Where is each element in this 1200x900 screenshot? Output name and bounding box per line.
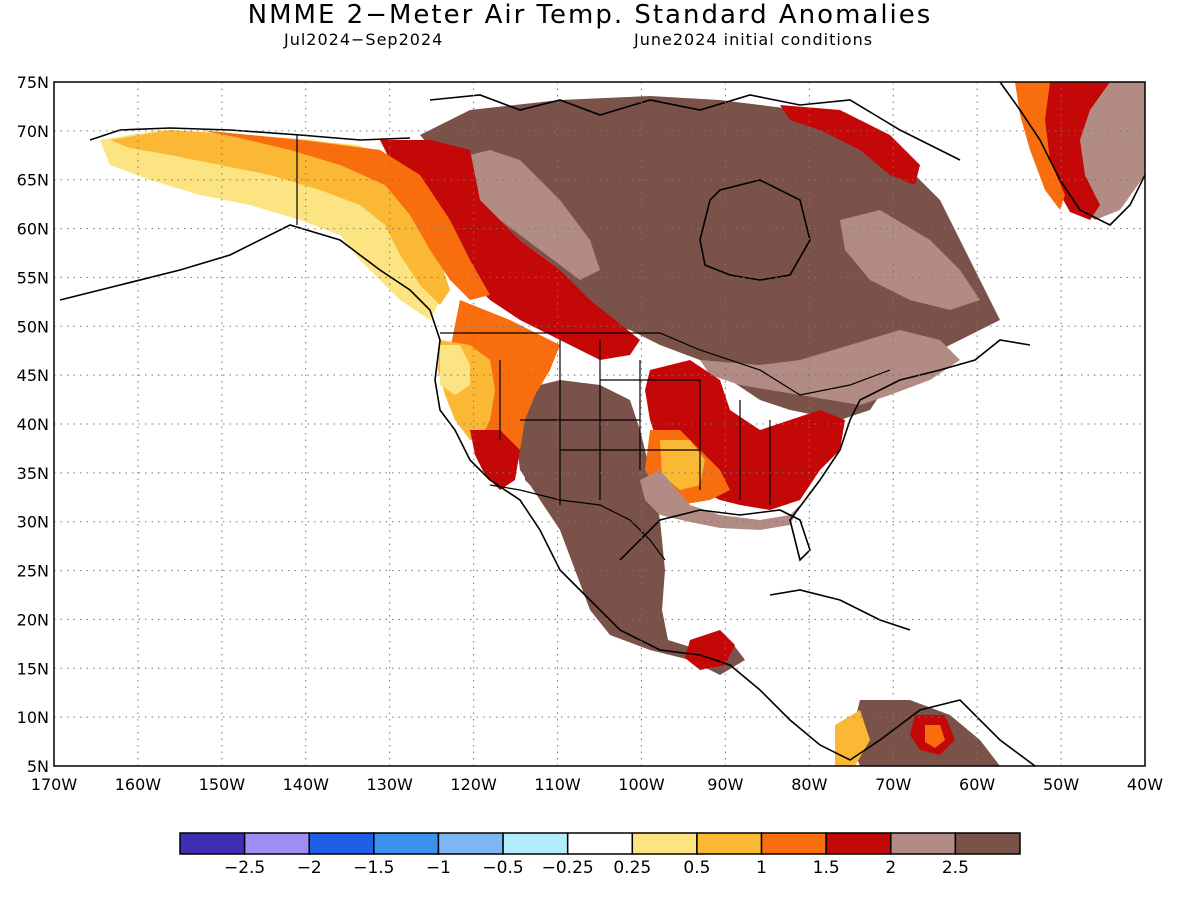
legend-label: −2 — [297, 858, 322, 878]
lon-tick-label: 110W — [534, 775, 581, 794]
alaska-orange — [200, 130, 490, 300]
legend-label: −1.5 — [353, 858, 394, 878]
legend-swatch — [890, 832, 957, 855]
lat-tick-label: 75N — [17, 73, 49, 92]
us-canada-border — [440, 332, 891, 396]
south-america-orange — [925, 725, 945, 748]
legend-label: 0.25 — [613, 858, 651, 878]
legend-label: −1 — [426, 858, 451, 878]
lat-tick-label: 50N — [17, 317, 49, 336]
lat-tick-label: 60N — [17, 220, 49, 239]
legend-labels: −2.5 −2 −1.5 −1 −0.5 −0.25 0.25 0.5 1 1.5 2 2.5 — [224, 858, 969, 878]
legend-swatch — [502, 832, 569, 855]
east-light-brown — [700, 330, 960, 405]
us-mexico-border — [489, 484, 666, 561]
legend-swatch — [566, 832, 634, 855]
alaska-north-coast — [89, 127, 411, 141]
lat-tick-label: 55N — [17, 268, 49, 287]
legend-swatch — [437, 832, 504, 855]
lat-tick-label: 30N — [17, 513, 49, 532]
lat-tick-label: 70N — [17, 122, 49, 141]
lat-tick-label: 5N — [27, 757, 49, 776]
lon-tick-label: 170W — [31, 775, 78, 794]
legend-swatch — [954, 832, 1021, 855]
legend-label: 1.5 — [813, 858, 840, 878]
lat-tick-label: 15N — [17, 659, 49, 678]
pacific-coast-yellow — [440, 345, 470, 395]
initial-conditions: June2024 initial conditions — [634, 30, 874, 49]
legend-swatch — [696, 832, 763, 855]
lon-tick-label: 90W — [707, 775, 743, 794]
central-us-lightorange — [660, 440, 705, 490]
legend-label: −0.25 — [542, 858, 594, 878]
legend-label: 2.5 — [942, 858, 969, 878]
lon-tick-label: 120W — [450, 775, 497, 794]
forecast-period: Jul2024−Sep2024 — [284, 30, 444, 49]
california-red — [470, 430, 520, 490]
lon-tick-label: 160W — [115, 775, 162, 794]
longitude-labels: 170W 160W 150W 140W 130W 120W 110W 100W 90W 80W 70… — [31, 775, 1163, 794]
gulf-coast — [619, 339, 1031, 562]
us-states-grid — [499, 340, 771, 505]
greenland-orange — [1015, 82, 1065, 210]
lon-tick-label: 150W — [199, 775, 246, 794]
legend-label: 0.5 — [683, 858, 710, 878]
legend-label: −2.5 — [224, 858, 265, 878]
legend-swatch — [373, 832, 440, 855]
lat-tick-label: 20N — [17, 610, 49, 629]
hudson-bay — [699, 179, 811, 281]
legend-swatch — [760, 832, 827, 855]
lat-tick-label: 65N — [17, 171, 49, 190]
lon-tick-label: 140W — [283, 775, 330, 794]
lon-tick-label: 130W — [367, 775, 414, 794]
lon-tick-label: 60W — [959, 775, 995, 794]
lon-tick-label: 40W — [1127, 775, 1163, 794]
map-title: NMME 2−Meter Air Temp. Standard Anomalie… — [247, 0, 933, 30]
legend-swatch — [179, 832, 246, 855]
legend-label: 1 — [756, 858, 767, 878]
legend-swatches — [179, 832, 1021, 855]
central-america-red — [685, 630, 735, 670]
lon-tick-label: 100W — [618, 775, 665, 794]
lon-tick-label: 70W — [875, 775, 911, 794]
legend-label: 2 — [885, 858, 896, 878]
lat-tick-label: 35N — [17, 464, 49, 483]
lon-tick-label: 50W — [1043, 775, 1079, 794]
lat-tick-label: 40N — [17, 415, 49, 434]
greenland-coast — [999, 82, 1145, 226]
map-frame — [53, 81, 1146, 767]
latitude-labels: 75N 70N 65N 60N 55N 50N 45N 40N 35N 30N 25N 20N 15N 1… — [17, 73, 49, 776]
legend-swatch — [308, 832, 375, 855]
caribbean-cuba — [769, 589, 911, 631]
legend-label: −0.5 — [482, 858, 523, 878]
canada-light-brown-west — [450, 150, 600, 280]
legend-swatch — [825, 832, 892, 855]
legend-swatch — [243, 832, 310, 855]
lon-tick-label: 80W — [791, 775, 827, 794]
west-canada-red-band — [380, 140, 640, 360]
labrador-light-brown — [840, 210, 980, 310]
coastlines — [59, 82, 1145, 766]
southwest-brown-region — [525, 400, 630, 510]
lat-tick-label: 10N — [17, 708, 49, 727]
political-borders — [296, 135, 891, 561]
north-america-coast — [59, 224, 1036, 766]
canada-brown-region — [420, 96, 1000, 420]
arctic-islands — [429, 94, 961, 161]
title-block: NMME 2−Meter Air Temp. Standard Anomalie… — [0, 0, 1200, 60]
anomaly-shading — [100, 82, 1145, 766]
legend-swatch — [631, 832, 698, 855]
lat-tick-label: 45N — [17, 366, 49, 385]
east-canada-red — [780, 105, 920, 185]
lat-tick-label: 25N — [17, 562, 49, 581]
